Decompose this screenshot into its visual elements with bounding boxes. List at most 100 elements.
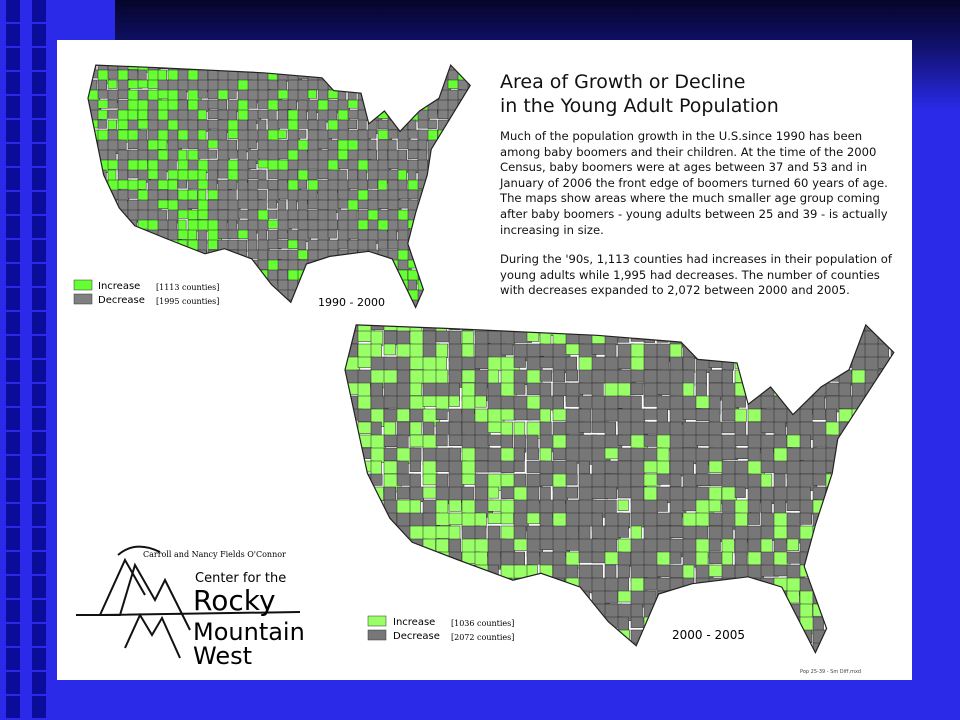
county (904, 344, 921, 361)
county (851, 525, 871, 541)
county (367, 65, 377, 71)
county (383, 538, 396, 557)
county (397, 289, 408, 302)
county (327, 239, 340, 251)
county (461, 486, 474, 502)
county (812, 324, 824, 333)
county (565, 603, 580, 622)
county (747, 616, 767, 631)
county (527, 656, 541, 669)
county (812, 564, 827, 583)
county (347, 199, 359, 212)
county (890, 616, 894, 629)
county (851, 538, 869, 557)
county (435, 525, 451, 539)
county (786, 324, 806, 329)
county (565, 642, 580, 653)
county (127, 139, 140, 150)
county (407, 69, 417, 79)
county (449, 656, 461, 672)
county (539, 369, 553, 382)
county (397, 109, 413, 122)
county (422, 577, 438, 595)
county (417, 65, 432, 73)
county (370, 590, 384, 606)
county (437, 289, 450, 299)
county (526, 642, 544, 653)
county (357, 382, 371, 399)
county (656, 324, 675, 333)
county (864, 421, 882, 435)
county (377, 99, 390, 113)
county (127, 259, 138, 274)
county (669, 590, 688, 604)
county (337, 209, 349, 221)
county (552, 590, 566, 608)
county (427, 169, 441, 182)
map-1990-2000 (88, 65, 471, 322)
county (317, 69, 331, 81)
county (137, 259, 152, 273)
county (217, 99, 227, 111)
county (851, 512, 869, 527)
county (417, 69, 430, 84)
county (578, 356, 595, 372)
map-outline (344, 323, 895, 654)
county (345, 603, 361, 622)
county (107, 109, 119, 119)
county (605, 656, 618, 673)
county (417, 249, 430, 259)
county (422, 324, 436, 331)
county (877, 512, 893, 527)
county (217, 289, 232, 304)
county (838, 616, 855, 631)
county (127, 169, 138, 179)
county (904, 656, 917, 668)
county (447, 249, 461, 264)
county (409, 486, 425, 503)
county (277, 199, 287, 212)
county (734, 408, 747, 423)
county (799, 486, 811, 501)
county (904, 526, 921, 543)
county (435, 590, 449, 604)
county (357, 65, 372, 69)
county (467, 269, 471, 283)
county (277, 209, 289, 222)
county (207, 269, 219, 283)
county (157, 119, 169, 132)
county (407, 219, 422, 229)
county (370, 324, 386, 331)
county (197, 129, 207, 142)
county (708, 421, 722, 436)
county (345, 551, 361, 569)
county (475, 656, 489, 672)
county (877, 603, 894, 620)
county (890, 603, 894, 618)
county (396, 590, 411, 607)
county (864, 538, 879, 551)
county (227, 189, 237, 201)
county (287, 99, 297, 110)
county (552, 369, 565, 383)
county (247, 299, 258, 308)
county (838, 577, 856, 595)
county (448, 590, 465, 607)
county (708, 473, 722, 486)
county (864, 642, 883, 653)
county (890, 324, 894, 334)
county (513, 486, 528, 503)
county (288, 310, 299, 322)
county (247, 269, 257, 281)
county (721, 343, 735, 356)
county (409, 421, 422, 436)
county (448, 538, 461, 554)
county (487, 447, 502, 464)
county (437, 269, 450, 280)
county (604, 460, 618, 474)
county (317, 259, 333, 274)
county (904, 617, 921, 634)
county (864, 382, 878, 402)
logo-sponsor: Carroll and Nancy Fields O'Connor (143, 550, 286, 559)
county (267, 269, 278, 281)
